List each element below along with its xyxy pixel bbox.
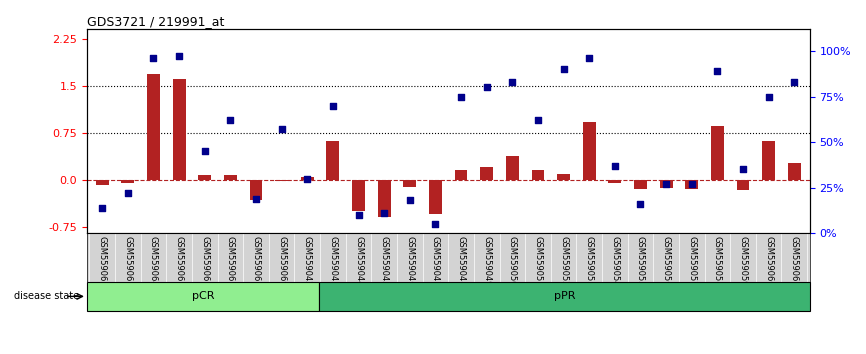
Point: [531, 118, 545, 123]
Bar: [660, 180, 673, 188]
Bar: [532, 170, 545, 180]
Point: [634, 201, 648, 207]
Text: GSM559065: GSM559065: [175, 236, 184, 286]
Bar: [634, 180, 647, 189]
Text: GDS3721 / 219991_at: GDS3721 / 219991_at: [87, 15, 224, 28]
Text: GSM559050: GSM559050: [507, 236, 517, 286]
Text: GSM559056: GSM559056: [662, 236, 670, 286]
FancyBboxPatch shape: [87, 282, 320, 311]
Point: [480, 85, 494, 90]
Text: disease state: disease state: [15, 291, 80, 301]
Point: [685, 181, 699, 187]
Bar: [788, 164, 801, 180]
Bar: [762, 141, 775, 180]
Bar: [301, 177, 313, 180]
Bar: [96, 180, 108, 185]
Point: [429, 221, 443, 227]
Text: pCR: pCR: [191, 291, 214, 301]
Point: [762, 94, 776, 99]
Bar: [737, 180, 749, 190]
Text: GSM559058: GSM559058: [713, 236, 722, 286]
Point: [454, 94, 468, 99]
Text: GSM559068: GSM559068: [251, 236, 261, 286]
Text: GSM559067: GSM559067: [226, 236, 235, 286]
Point: [95, 205, 109, 211]
Text: GSM559054: GSM559054: [611, 236, 619, 286]
Point: [223, 118, 237, 123]
Bar: [121, 180, 134, 183]
Text: GSM559052: GSM559052: [559, 236, 568, 286]
Bar: [198, 176, 211, 180]
Bar: [249, 180, 262, 200]
Text: GSM559043: GSM559043: [328, 236, 338, 286]
Point: [197, 148, 211, 154]
Text: GSM559063: GSM559063: [123, 236, 132, 286]
Text: GSM559046: GSM559046: [405, 236, 414, 286]
Point: [506, 79, 520, 85]
Bar: [685, 180, 698, 189]
Text: pPR: pPR: [553, 291, 575, 301]
Text: GSM559049: GSM559049: [482, 236, 491, 286]
Bar: [404, 180, 417, 187]
Bar: [378, 180, 391, 217]
Text: GSM559064: GSM559064: [149, 236, 158, 286]
Point: [582, 56, 596, 61]
Text: GSM559044: GSM559044: [354, 236, 363, 286]
Text: GSM559060: GSM559060: [764, 236, 773, 286]
Text: GSM559055: GSM559055: [636, 236, 645, 286]
Text: GSM559057: GSM559057: [688, 236, 696, 286]
Point: [736, 167, 750, 172]
Point: [403, 198, 417, 203]
Point: [249, 196, 263, 201]
Bar: [506, 156, 519, 180]
Point: [608, 163, 622, 169]
Point: [352, 212, 365, 218]
Text: GSM559061: GSM559061: [790, 236, 798, 286]
Point: [146, 56, 160, 61]
Bar: [429, 180, 442, 214]
Bar: [147, 74, 160, 180]
Point: [326, 103, 339, 108]
Bar: [326, 141, 339, 180]
Bar: [711, 126, 724, 180]
Point: [275, 126, 288, 132]
Text: GSM559069: GSM559069: [277, 236, 286, 286]
Text: GSM559062: GSM559062: [98, 236, 107, 286]
Bar: [455, 170, 468, 180]
Bar: [352, 180, 365, 211]
Bar: [609, 180, 621, 183]
Point: [557, 67, 571, 72]
Bar: [275, 180, 288, 181]
Text: GSM559066: GSM559066: [200, 236, 210, 286]
Bar: [481, 167, 493, 180]
Text: GSM559047: GSM559047: [431, 236, 440, 286]
Text: GSM559042: GSM559042: [303, 236, 312, 286]
Text: GSM559048: GSM559048: [456, 236, 466, 286]
Point: [378, 210, 391, 216]
FancyBboxPatch shape: [320, 282, 810, 311]
Point: [659, 181, 673, 187]
Text: GSM559053: GSM559053: [585, 236, 594, 286]
Bar: [583, 122, 596, 180]
Point: [787, 79, 801, 85]
Point: [710, 68, 724, 74]
Point: [172, 54, 186, 59]
Bar: [557, 173, 570, 180]
Point: [301, 176, 314, 181]
Text: GSM559045: GSM559045: [379, 236, 389, 286]
Text: GSM559059: GSM559059: [739, 236, 747, 286]
Bar: [172, 79, 185, 180]
Text: GSM559051: GSM559051: [533, 236, 542, 286]
Bar: [224, 176, 236, 180]
Point: [121, 190, 135, 196]
